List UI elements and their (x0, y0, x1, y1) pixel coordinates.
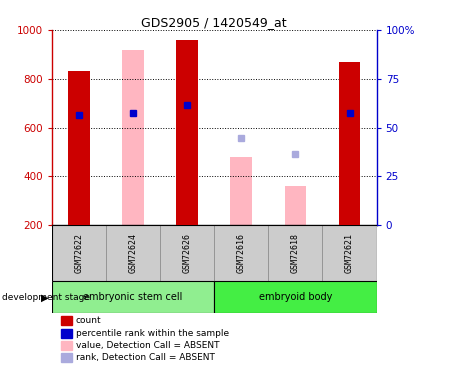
Text: development stage: development stage (2, 293, 90, 302)
Bar (322, 225, 377, 281)
Text: embryonic stem cell: embryonic stem cell (83, 292, 183, 302)
Text: percentile rank within the sample: percentile rank within the sample (76, 328, 229, 338)
Text: value, Detection Call = ABSENT: value, Detection Call = ABSENT (76, 341, 219, 350)
Text: GSM72626: GSM72626 (183, 233, 192, 273)
Bar (285, 186, 306, 225)
Bar (68, 71, 90, 225)
Bar (52, 225, 106, 281)
Bar (176, 40, 198, 225)
Text: GSM72621: GSM72621 (345, 233, 354, 273)
Bar (339, 62, 360, 225)
Title: GDS2905 / 1420549_at: GDS2905 / 1420549_at (142, 16, 287, 29)
Bar (52, 281, 214, 313)
Bar (214, 225, 268, 281)
Text: GSM72622: GSM72622 (74, 233, 83, 273)
Text: embryoid body: embryoid body (259, 292, 332, 302)
Bar (230, 157, 252, 225)
Text: GSM72618: GSM72618 (291, 233, 300, 273)
Text: count: count (76, 316, 101, 325)
Text: rank, Detection Call = ABSENT: rank, Detection Call = ABSENT (76, 353, 215, 362)
Bar (214, 281, 377, 313)
Bar (122, 50, 144, 225)
Text: ▶: ▶ (41, 292, 49, 302)
Bar (160, 225, 214, 281)
Bar (106, 225, 160, 281)
Text: GSM72616: GSM72616 (237, 233, 246, 273)
Bar (268, 225, 322, 281)
Text: GSM72624: GSM72624 (129, 233, 138, 273)
